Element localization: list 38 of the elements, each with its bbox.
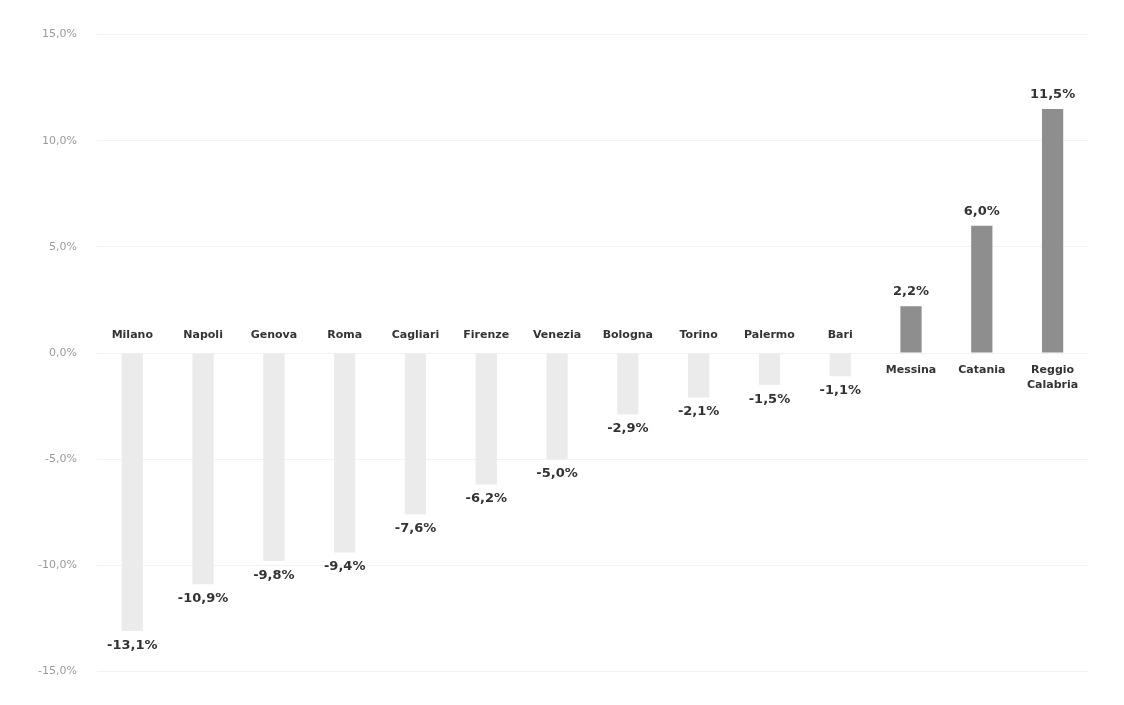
x-tick-label: Reggio Calabria (1027, 363, 1079, 392)
data-label: -10,9% (177, 590, 229, 606)
y-tick-label: 15,0% (41, 27, 77, 41)
bar (971, 225, 993, 353)
x-tick-label: Genova (250, 328, 298, 342)
y-tick-label: 10,0% (41, 133, 77, 147)
data-label: -6,2% (465, 490, 507, 506)
data-label: -1,5% (748, 390, 791, 406)
x-tick-label: Roma (327, 328, 363, 342)
x-tick-label: Cagliari (391, 328, 440, 342)
x-tick-label: Bari (827, 328, 853, 342)
data-label: -9,8% (253, 566, 295, 582)
data-label: 6,0% (963, 202, 1000, 218)
y-tick-label: -10,0% (37, 558, 77, 572)
x-tick-label: Milano (111, 328, 154, 342)
x-tick-label: Torino (679, 328, 719, 342)
data-label: -7,6% (394, 520, 437, 536)
bar (1041, 108, 1064, 353)
x-tick-label: Messina (885, 363, 937, 377)
data-label: 11,5% (1030, 85, 1076, 101)
data-label: 2,2% (892, 283, 930, 299)
data-label: -5,0% (536, 465, 578, 481)
data-label: -2,1% (677, 403, 720, 419)
y-tick-label: 0,0% (48, 345, 77, 359)
data-label: -2,9% (607, 420, 649, 436)
x-tick-label: Venezia (532, 328, 582, 342)
x-tick-label: Firenze (463, 328, 510, 342)
data-label: -1,1% (819, 382, 861, 398)
y-tick-label: -5,0% (44, 451, 77, 465)
x-tick-label: Catania (958, 363, 1006, 377)
x-tick-label: Napoli (183, 328, 223, 342)
data-label: -13,1% (107, 636, 158, 652)
y-tick-label: -15,0% (37, 664, 77, 678)
y-tick-label: 5,0% (48, 239, 77, 253)
data-label: -9,4% (323, 558, 366, 574)
x-tick-label: Bologna (602, 328, 654, 342)
x-tick-label: Palermo (744, 328, 796, 342)
bar (900, 306, 922, 353)
